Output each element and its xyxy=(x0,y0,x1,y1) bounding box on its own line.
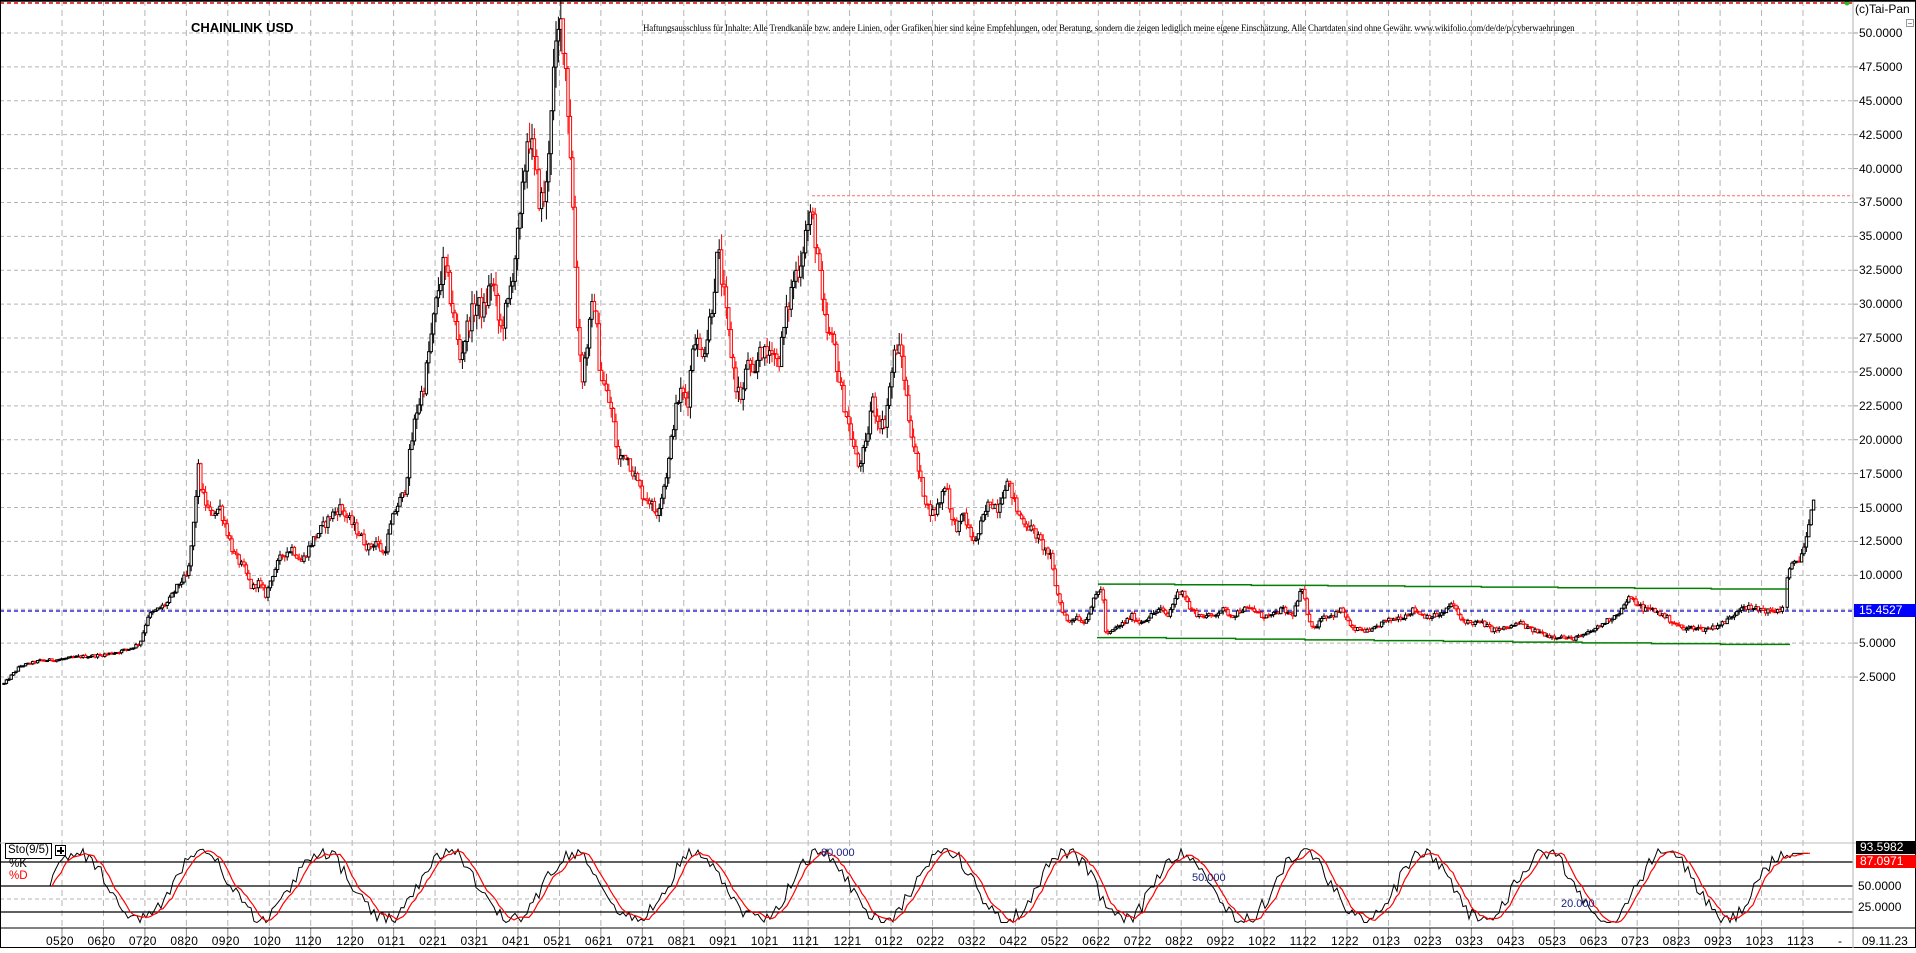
date-tick-label: 1022 xyxy=(1248,934,1277,948)
indicator-name: Sto(9/5) xyxy=(8,844,49,856)
date-tick-label: 0722 xyxy=(1123,934,1152,948)
date-tick-label: 1221 xyxy=(833,934,862,948)
k-value-badge: 93.5982 xyxy=(1856,841,1916,854)
date-tick-label: 0123 xyxy=(1372,934,1401,948)
candlestick-series xyxy=(2,0,1816,685)
date-tick-label: 0520 xyxy=(46,934,74,948)
price-tick-label: 42.5000 xyxy=(1859,127,1903,142)
price-tick-label: 10.0000 xyxy=(1859,568,1903,583)
date-tick-label: 1023 xyxy=(1745,934,1774,948)
date-tick-label: 0323 xyxy=(1455,934,1484,948)
chart-title: CHAINLINK USD xyxy=(191,20,294,35)
price-tick-label: 30.0000 xyxy=(1859,297,1903,312)
current-date-label: 09.11.23 xyxy=(1862,934,1908,948)
price-tick-label: 40.0000 xyxy=(1859,161,1903,176)
date-tick-label: 0923 xyxy=(1704,934,1732,948)
plus-icon-vertical xyxy=(60,847,62,854)
date-separator: - xyxy=(1838,934,1842,948)
price-tick-label: 50.0000 xyxy=(1859,26,1903,40)
disclaimer-text: Haftungsausschluss für Inhalte: Alle Tre… xyxy=(643,23,1575,34)
date-tick-label: 0523 xyxy=(1538,934,1567,948)
indicator-name-box[interactable]: Sto(9/5) xyxy=(5,843,52,859)
date-tick-label: 0623 xyxy=(1579,934,1608,948)
price-tick-label: 35.0000 xyxy=(1859,229,1903,244)
date-tick-label: 0521 xyxy=(543,934,572,948)
date-tick-label: 1122 xyxy=(1289,934,1317,948)
date-tick-label: 1020 xyxy=(253,934,282,948)
date-tick-label: 0822 xyxy=(1165,934,1194,948)
price-tick-label: 5.0000 xyxy=(1859,636,1896,651)
price-tick-label: 12.5000 xyxy=(1859,534,1903,549)
date-tick-label: 0922 xyxy=(1206,934,1235,948)
level-80-label: 80.000 xyxy=(821,847,855,859)
date-tick-label: 0422 xyxy=(999,934,1028,948)
date-tick-label: 1021 xyxy=(750,934,779,948)
reference-lines xyxy=(0,0,1853,612)
price-tick-label: 20.0000 xyxy=(1859,432,1903,447)
level-20-label: 20.000 xyxy=(1561,898,1595,910)
date-tick-label: 0321 xyxy=(460,934,489,948)
price-tick-label: 32.5000 xyxy=(1859,263,1903,278)
minus-icon xyxy=(1908,23,1912,24)
date-tick-label: 0121 xyxy=(377,934,406,948)
trend-channel xyxy=(1097,583,1790,646)
copyright-label: (c)Tai-Pan xyxy=(1855,2,1910,16)
date-tick-label: 0223 xyxy=(1413,934,1442,948)
date-tick-label: 0920 xyxy=(211,934,240,948)
date-tick-label: 1220 xyxy=(336,934,365,948)
price-tick-label: 47.5000 xyxy=(1859,59,1903,74)
date-tick-label: 0622 xyxy=(1082,934,1111,948)
level-50-label: 50.000 xyxy=(1192,872,1226,884)
date-tick-label: 0621 xyxy=(584,934,613,948)
date-tick-label: 0222 xyxy=(916,934,945,948)
date-tick-label: 0921 xyxy=(709,934,738,948)
price-tick-label: 15.0000 xyxy=(1859,500,1903,515)
indicator-tick-50: 50.0000 xyxy=(1858,879,1902,893)
date-tick-label: 0421 xyxy=(501,934,530,948)
date-tick-label: 1222 xyxy=(1331,934,1359,948)
date-tick-label: 0721 xyxy=(626,934,655,948)
date-tick-label: 0720 xyxy=(128,934,157,948)
grid-lines xyxy=(0,0,1858,948)
date-tick-label: 0221 xyxy=(419,934,447,948)
date-tick-label: 0821 xyxy=(667,934,696,948)
date-tick-label: 0122 xyxy=(875,934,903,948)
price-tick-label: 2.5000 xyxy=(1859,670,1896,684)
k-legend: %K xyxy=(9,858,27,870)
date-tick-label: 0823 xyxy=(1662,934,1691,948)
date-tick-label: 1121 xyxy=(792,934,820,948)
add-indicator-button[interactable] xyxy=(55,845,66,856)
price-tick-label: 17.5000 xyxy=(1859,466,1903,481)
date-tick-label: 0723 xyxy=(1621,934,1650,948)
date-tick-label: 1120 xyxy=(294,934,322,948)
collapse-button[interactable] xyxy=(1906,19,1914,27)
price-tick-label: 27.5000 xyxy=(1859,331,1903,346)
price-tick-label: 45.0000 xyxy=(1859,93,1903,108)
date-tick-label: 1123 xyxy=(1787,934,1815,948)
indicator-tick-25: 25.0000 xyxy=(1858,900,1902,914)
d-value-badge: 87.0971 xyxy=(1856,855,1916,868)
date-tick-label: 0522 xyxy=(1040,934,1069,948)
stochastic-pane xyxy=(0,847,1853,925)
price-tick-label: 37.5000 xyxy=(1859,195,1903,210)
date-tick-label: 0820 xyxy=(170,934,199,948)
price-tick-label: 25.0000 xyxy=(1859,364,1903,379)
date-tick-label: 0423 xyxy=(1496,934,1525,948)
date-tick-label: 0620 xyxy=(87,934,116,948)
date-tick-label: 0322 xyxy=(957,934,986,948)
current-price-badge: 15.4527 xyxy=(1854,604,1916,617)
price-tick-label: 22.5000 xyxy=(1859,398,1903,413)
d-legend: %D xyxy=(9,870,28,882)
